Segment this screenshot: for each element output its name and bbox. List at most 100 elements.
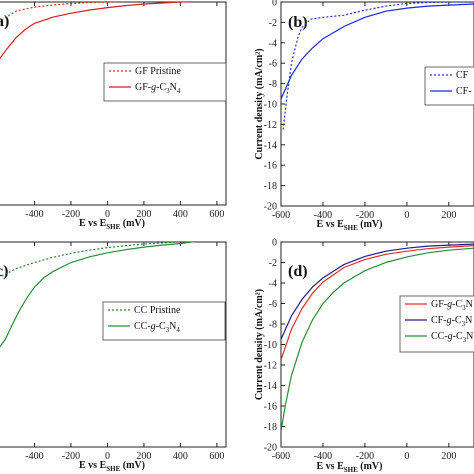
legend-label-part: N xyxy=(465,315,472,326)
legend-label-part: -C xyxy=(452,315,462,326)
legend-label-part: g xyxy=(151,82,156,93)
legend-label-part: CC- xyxy=(431,331,448,342)
series-line-2 xyxy=(281,3,474,100)
legend-label-2: CC-g-C3N4 xyxy=(134,321,180,334)
x-axis-label: E vs ESHE (mV) xyxy=(79,218,145,231)
legend-label-part: 3 xyxy=(166,87,170,95)
plot-frame xyxy=(0,241,227,448)
y-tick-label: -10 xyxy=(264,100,277,111)
x-axis-label-unit: (mV) xyxy=(120,218,145,229)
x-axis-label-main: E vs E xyxy=(317,219,345,230)
series-line-2 xyxy=(281,243,474,340)
x-axis-label: E vs ESHE (mV) xyxy=(79,460,145,473)
x-tick-label: 0 xyxy=(105,209,110,220)
legend-label-2: GF-g-C3N4 xyxy=(135,82,181,95)
x-tick-label: -200 xyxy=(62,209,80,220)
y-tick-label: -8 xyxy=(269,320,277,331)
legend-label-part: -C xyxy=(156,321,166,332)
x-tick-label: 400 xyxy=(173,209,188,220)
legend-label-2: CF- xyxy=(456,86,472,97)
legend-label-part: N xyxy=(466,299,473,310)
y-tick-label: -18 xyxy=(264,422,277,433)
y-tick-label: -4 xyxy=(269,279,277,290)
x-axis-label-main: E vs E xyxy=(317,461,345,472)
x-tick-label: 200 xyxy=(136,451,151,462)
chart-panel-1: -400 -200 0 200 400 600 E vs ESHE (mV) a) GF Pri… xyxy=(0,1,227,231)
x-tick-label: 0 xyxy=(105,451,110,462)
legend-label-part: GF- xyxy=(431,299,447,310)
x-tick-label: 200 xyxy=(441,451,456,462)
series-group xyxy=(281,2,474,130)
legend: GF Pristine GF-g-C3N4 xyxy=(103,62,227,102)
x-axis-label: E vs ESHE (mV) xyxy=(317,219,383,232)
y-tick-label: 0 xyxy=(272,0,277,9)
legend-label-part: 4 xyxy=(177,87,181,95)
series-group xyxy=(281,243,474,432)
series-line-2 xyxy=(0,2,192,60)
legend-label-1: GF Pristine xyxy=(135,66,181,77)
y-tick-label: -14 xyxy=(264,381,277,392)
y-tick-label: -2 xyxy=(269,18,277,29)
legend: CF CF- xyxy=(424,66,474,106)
chart-panel-2: -600 -400 -200 0 200 0 -2 -4 -6 -8 -10 -12 -14 -16 -18… xyxy=(254,0,474,232)
series-group xyxy=(0,2,192,60)
x-tick-label: 0 xyxy=(404,210,409,221)
x-axis-label-sub: SHE xyxy=(344,224,358,232)
y-tick-label: -2 xyxy=(269,258,277,269)
x-tick-label: 200 xyxy=(441,210,456,221)
x-tick-label: -600 xyxy=(272,210,290,221)
chart-panel-3: -400 -200 0 200 400 600 E vs ESHE (mV) c) CC Pri… xyxy=(0,241,227,473)
x-tick-label: -600 xyxy=(272,451,290,462)
x-tick-label: -200 xyxy=(62,451,80,462)
x-axis-label-unit: (mV) xyxy=(358,219,383,230)
y-tick-label: -20 xyxy=(264,202,277,213)
series-line-3 xyxy=(281,247,474,432)
x-tick-label: 600 xyxy=(209,209,224,220)
legend-label-part: GF Pristine xyxy=(135,66,181,77)
x-tick-label: -200 xyxy=(356,451,374,462)
legend-label-3: CC-g-C3N xyxy=(431,331,473,344)
series-line-1 xyxy=(0,2,132,22)
series-line-1 xyxy=(0,242,177,278)
y-tick-label: -6 xyxy=(269,299,277,310)
legend-label-part: g xyxy=(151,321,156,332)
x-tick-label: -200 xyxy=(356,210,374,221)
legend-label-part: g xyxy=(447,299,452,310)
legend-label-part: -C xyxy=(156,82,166,93)
series-line-1 xyxy=(281,245,474,361)
legend-label-part: g xyxy=(448,331,453,342)
y-tick-label: -12 xyxy=(264,361,277,372)
x-tick-label: 0 xyxy=(404,451,409,462)
legend-label-part: 3 xyxy=(463,336,467,344)
y-tick-label: -14 xyxy=(264,140,277,151)
series-line-2 xyxy=(0,242,196,348)
legend-label-part: CC- xyxy=(134,321,151,332)
x-axis-label: E vs ESHE (mV) xyxy=(317,461,383,474)
panel-tag: (d) xyxy=(288,263,308,280)
x-axis-label-sub: SHE xyxy=(106,465,120,473)
legend-label-part: 3 xyxy=(166,326,170,334)
panel-tag: c) xyxy=(0,263,8,280)
x-tick-label: -400 xyxy=(314,451,332,462)
y-tick-label: -6 xyxy=(269,59,277,70)
x-tick-label: 600 xyxy=(209,451,224,462)
legend-label-part: CF- xyxy=(456,86,472,97)
x-axis-label-unit: (mV) xyxy=(358,461,383,472)
legend-label-part: CF xyxy=(456,70,469,81)
chart-panel-4: -600 -400 -200 0 200 0 -2 -4 -6 -8 -10 -12 -14 -16 -18… xyxy=(254,238,474,474)
series-group xyxy=(0,242,196,348)
legend-label-part: g xyxy=(447,315,452,326)
legend-label-1: CF xyxy=(456,70,469,81)
y-axis-label: Current density (mA/cm²) xyxy=(254,289,265,400)
y-axis-label: Current density (mA/cm²) xyxy=(254,48,265,159)
legend-box xyxy=(399,295,474,353)
x-axis-label-main: E vs E xyxy=(79,218,107,229)
legend-label-part: -C xyxy=(453,331,463,342)
legend-label-1: CC Pristine xyxy=(134,305,181,316)
legend-label-part: N xyxy=(170,82,177,93)
x-axis-label-main: E vs E xyxy=(79,460,107,471)
y-tick-label: -18 xyxy=(264,181,277,192)
y-tick-label: -16 xyxy=(264,402,277,413)
